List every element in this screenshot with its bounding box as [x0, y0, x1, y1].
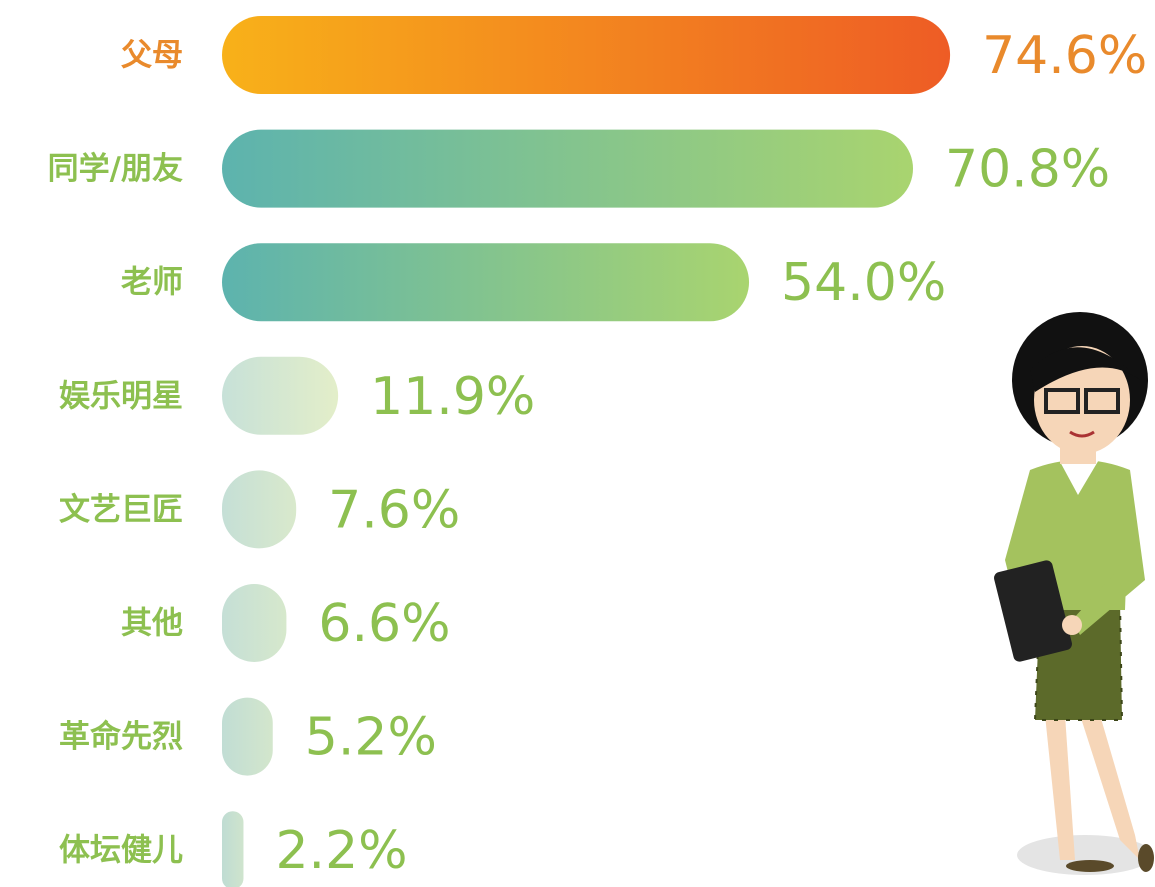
category-label: 革命先烈 [59, 719, 183, 755]
value-label: 54.0% [781, 253, 946, 313]
illustration [993, 312, 1154, 875]
chart: 父母 74.6% 同学/朋友 70.8% 老师 54.0% 娱乐明星 11.9% 文艺巨匠 7.6… [0, 0, 1155, 887]
bar [222, 243, 749, 321]
value-label: 2.2% [275, 821, 407, 881]
value-label: 11.9% [370, 367, 535, 427]
bar [222, 130, 913, 208]
bar [222, 811, 243, 887]
category-label: 文艺巨匠 [59, 492, 183, 528]
bar [222, 470, 296, 548]
value-label: 5.2% [305, 708, 437, 768]
value-label: 74.6% [982, 26, 1147, 86]
value-label: 70.8% [945, 140, 1110, 200]
value-label: 7.6% [328, 480, 460, 540]
bar [222, 584, 286, 662]
bar [222, 357, 338, 435]
category-label: 其他 [121, 606, 183, 642]
bar [222, 698, 273, 776]
category-label: 娱乐明星 [59, 378, 183, 414]
category-label: 体坛健儿 [59, 833, 183, 869]
bar [222, 16, 950, 94]
category-label: 老师 [121, 265, 183, 301]
value-label: 6.6% [318, 594, 450, 654]
category-label: 父母 [121, 38, 183, 74]
category-label: 同学/朋友 [48, 151, 183, 187]
